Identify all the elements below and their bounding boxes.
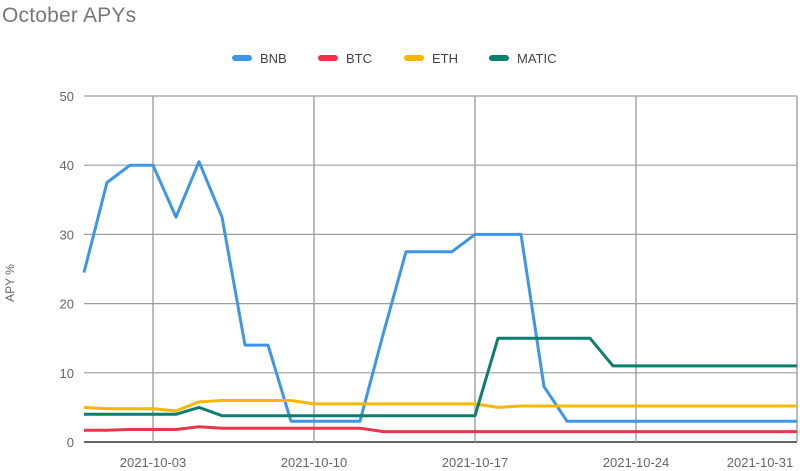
legend-label-btc: BTC: [346, 51, 372, 66]
x-tick-label: 2021-10-31: [727, 455, 794, 470]
series-line-btc: [84, 425, 797, 434]
y-tick-label: 30: [60, 227, 74, 242]
y-axis-label: APY %: [3, 264, 17, 302]
x-axis-ticks: 2021-10-03 2021-10-10 2021-10-17 2021-10-24…: [120, 455, 794, 470]
y-tick-label: 50: [60, 89, 74, 104]
legend-swatch-bnb: [232, 55, 252, 61]
series-line-matic: [84, 336, 797, 418]
x-tick-label: 2021-10-03: [120, 455, 187, 470]
legend-swatch-eth: [404, 55, 424, 61]
series-lines: [82, 160, 797, 434]
x-tick-label: 2021-10-10: [281, 455, 348, 470]
y-tick-label: 0: [67, 435, 74, 450]
chart-title: October APYs: [2, 4, 137, 27]
series-line-eth: [83, 399, 797, 413]
legend-swatch-matic: [489, 55, 509, 61]
legend-label-matic: MATIC: [517, 51, 556, 66]
y-axis-ticks: 0 10 20 30 40 50: [60, 89, 74, 450]
legend-swatch-btc: [318, 55, 338, 61]
series-line-bnb: [82, 160, 797, 423]
y-tick-label: 20: [60, 297, 74, 312]
grid-lines: [84, 95, 798, 443]
legend-label-bnb: BNB: [260, 51, 287, 66]
x-tick-label: 2021-10-24: [603, 455, 670, 470]
legend-label-eth: ETH: [432, 51, 458, 66]
legend: BNB BTC ETH MATIC: [232, 51, 556, 66]
y-tick-label: 40: [60, 158, 74, 173]
x-tick-label: 2021-10-17: [442, 455, 509, 470]
y-tick-label: 10: [60, 366, 74, 381]
